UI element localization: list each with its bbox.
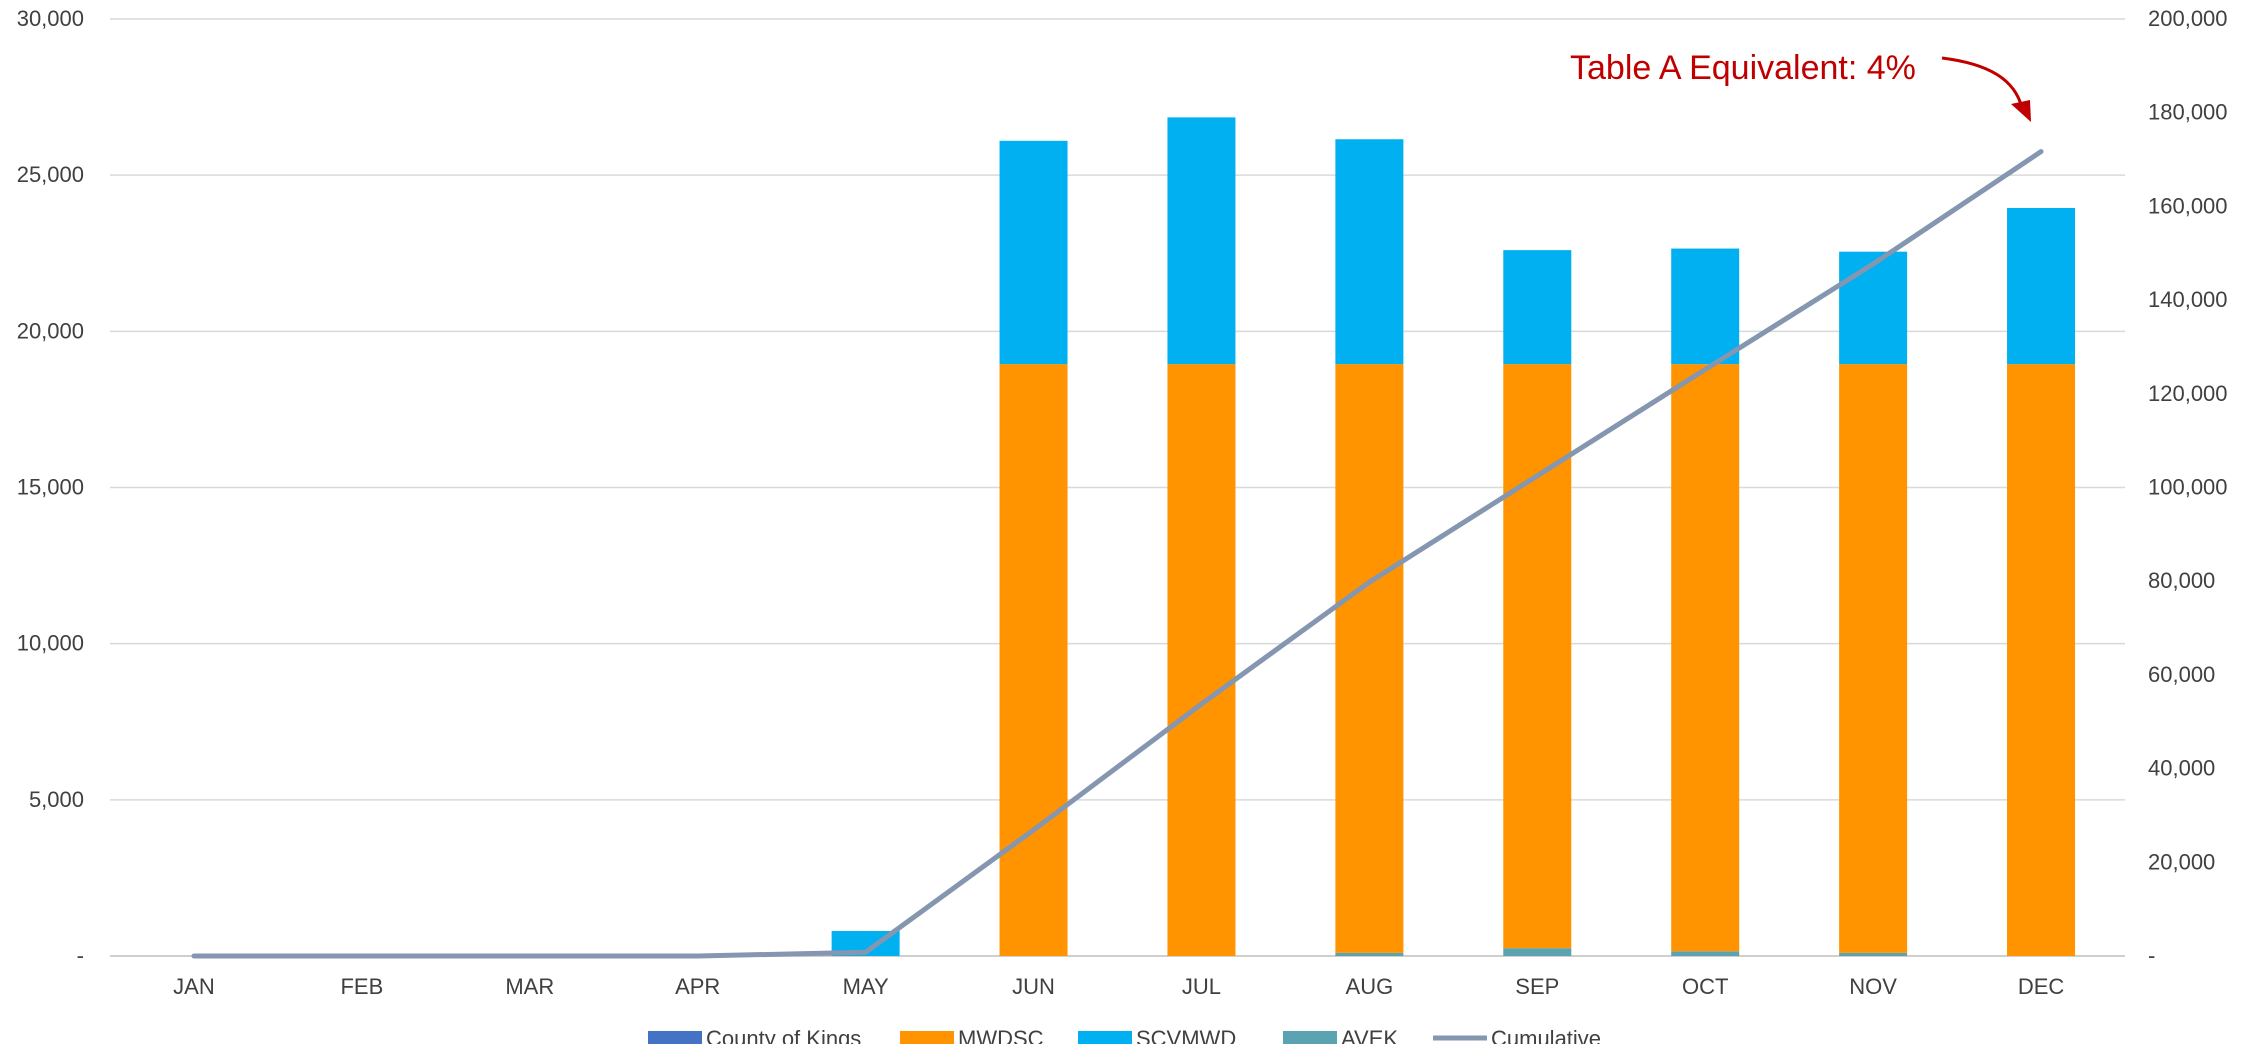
bar-avek [1335, 952, 1404, 956]
x-tick-label: OCT [1682, 974, 1728, 999]
bar-scvmwd [999, 140, 1068, 365]
bar-avek [1503, 948, 1572, 956]
left-tick-label: 30,000 [17, 6, 84, 31]
bar-mwdsc [1503, 364, 1572, 949]
bar-scvmwd [1335, 139, 1404, 365]
x-tick-label: MAY [843, 974, 889, 999]
x-tick-label: JUL [1182, 974, 1221, 999]
x-tick-label: FEB [340, 974, 383, 999]
left-tick-label: 10,000 [17, 631, 84, 656]
left-axis: - 5,000 10,000 15,000 20,000 25,000 30,000 [17, 6, 84, 968]
bar-scvmwd [1167, 117, 1236, 365]
right-tick-label: 140,000 [2148, 287, 2228, 312]
right-tick-label: 100,000 [2148, 475, 2228, 500]
legend-label-avek: AVEK [1341, 1026, 1398, 1044]
legend-label-scvmwd: SCVMWD [1136, 1026, 1236, 1044]
bar-mwdsc [999, 364, 1068, 957]
left-tick-label: 25,000 [17, 162, 84, 187]
x-tick-label: NOV [1849, 974, 1897, 999]
annotation-text: Table A Equivalent: 4% [1570, 49, 1916, 87]
x-tick-label: JAN [173, 974, 215, 999]
x-tick-label: SEP [1515, 974, 1559, 999]
legend-swatch-mwdsc [900, 1031, 954, 1044]
bar-scvmwd [1671, 248, 1740, 365]
right-axis: - 20,000 40,000 60,000 80,000 100,000 120,000 1… [2148, 6, 2228, 968]
annotation-arrow [1941, 56, 2024, 109]
legend-label-cumulative: Cumulative [1491, 1026, 1601, 1044]
right-tick-label: 60,000 [2148, 662, 2215, 687]
bar-mwdsc [1671, 364, 1740, 952]
bar-mwdsc [1839, 364, 1908, 953]
bar-mwdsc [2007, 364, 2076, 957]
bar-scvmwd [1839, 251, 1908, 365]
legend-swatch-avek [1283, 1031, 1337, 1044]
annotation-arrowhead [2011, 100, 2031, 122]
bar-scvmwd [2007, 207, 2076, 365]
bar-avek [1671, 951, 1740, 956]
legend-label-mwdsc: MWDSC [958, 1026, 1044, 1044]
bar-mwdsc [1167, 364, 1236, 957]
left-tick-label: 15,000 [17, 475, 84, 500]
bar-mwdsc [1335, 364, 1404, 953]
legend-swatch-county-of-kings [648, 1031, 702, 1044]
right-tick-label: 120,000 [2148, 381, 2228, 406]
right-tick-label: 180,000 [2148, 100, 2228, 125]
bar-avek [1839, 952, 1908, 956]
grid-lines [110, 18, 2125, 957]
x-axis: JAN FEB MAR APR MAY JUN JUL AUG SEP OCT NOV DEC [173, 974, 2064, 999]
left-tick-label: 20,000 [17, 318, 84, 343]
bars [831, 117, 2076, 957]
right-tick-label: 40,000 [2148, 756, 2215, 781]
legend: County of Kings MWDSC SCVMWD AVEK Cumulative [648, 1026, 1601, 1044]
x-tick-label: AUG [1346, 974, 1394, 999]
legend-label-county-of-kings: County of Kings [706, 1026, 861, 1044]
x-tick-label: JUN [1012, 974, 1055, 999]
left-tick-label: 5,000 [29, 787, 84, 812]
bar-scvmwd [1503, 250, 1572, 365]
right-tick-label: 80,000 [2148, 568, 2215, 593]
legend-swatch-scvmwd [1078, 1031, 1132, 1044]
x-tick-label: MAR [505, 974, 554, 999]
x-tick-label: APR [675, 974, 720, 999]
left-tick-label: - [77, 943, 84, 968]
right-tick-label: 20,000 [2148, 849, 2215, 874]
x-tick-label: DEC [2018, 974, 2065, 999]
right-tick-label: 200,000 [2148, 6, 2228, 31]
cumulative-line-layer [191, 149, 2044, 959]
cumulative-line [191, 149, 2044, 959]
annotation: Table A Equivalent: 4% [1570, 49, 2031, 122]
right-tick-label: 160,000 [2148, 193, 2228, 218]
right-tick-label: - [2148, 943, 2155, 968]
